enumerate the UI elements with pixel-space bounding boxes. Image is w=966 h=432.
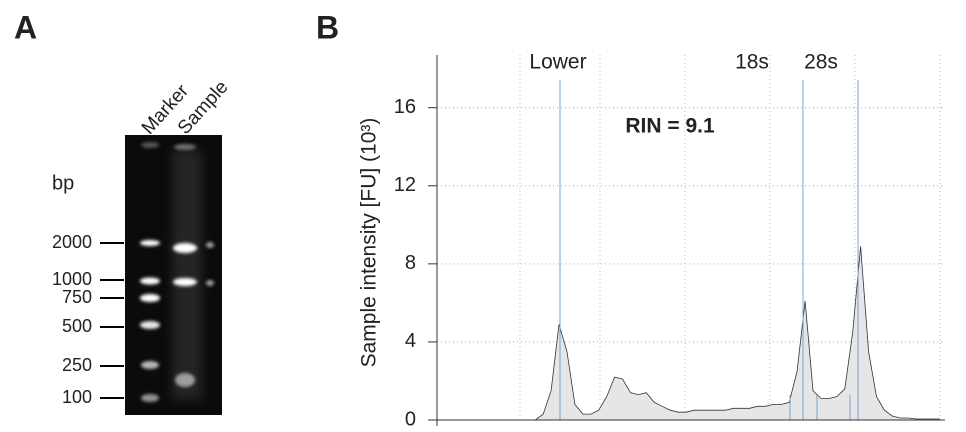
y-tick-label: 8 bbox=[405, 252, 416, 274]
y-tick-label: 12 bbox=[394, 174, 416, 196]
ladder-label: 100 bbox=[62, 387, 92, 407]
y-tick-label: 4 bbox=[405, 330, 416, 352]
figure: A B bp Marker Sample 2000100075050025010… bbox=[0, 0, 966, 432]
ladder-label: 750 bbox=[62, 287, 92, 307]
y-axis-label: Sample intensity [FU] (10³) bbox=[358, 118, 381, 368]
ladder-label: 2000 bbox=[52, 232, 92, 252]
ladder-label: 250 bbox=[62, 355, 92, 375]
panel-label: A bbox=[14, 9, 37, 45]
ladder-label: 500 bbox=[62, 316, 92, 336]
panel-label: B bbox=[316, 9, 339, 45]
peak-label: 28s bbox=[804, 51, 838, 74]
y-tick-label: 0 bbox=[405, 408, 416, 430]
y-tick-label: 16 bbox=[394, 96, 416, 118]
trace-area bbox=[440, 246, 940, 420]
peak-label: 18s bbox=[735, 51, 769, 74]
annotation: RIN = 9.1 bbox=[625, 115, 715, 138]
ladder-label: 1000 bbox=[52, 269, 92, 289]
peak-label: Lower bbox=[529, 51, 586, 74]
unit-label: bp bbox=[52, 172, 74, 194]
